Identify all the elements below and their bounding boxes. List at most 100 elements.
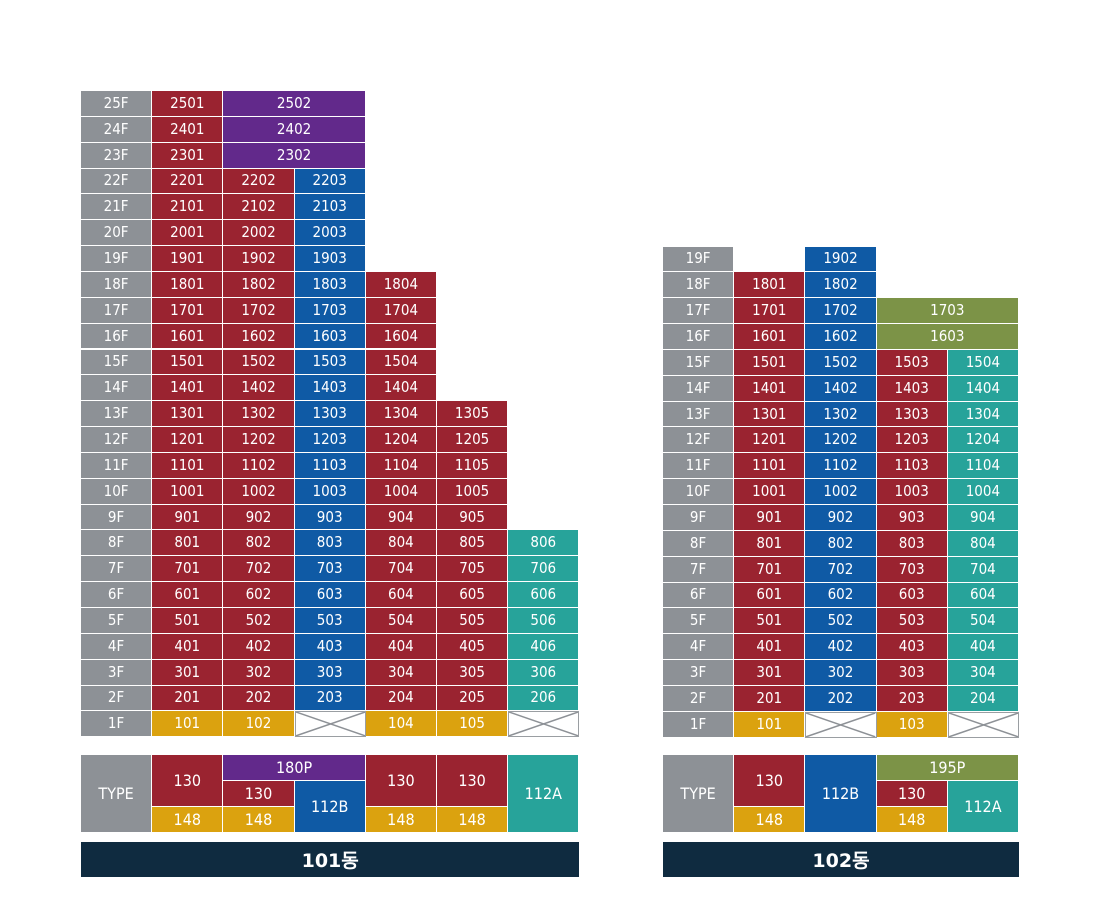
floor-label: 11F <box>81 452 153 479</box>
unit-cell: 904 <box>365 504 437 531</box>
unit-cell: 1304 <box>365 401 437 428</box>
unit-cell: 1204 <box>947 427 1019 454</box>
unit-cell: 704 <box>947 556 1019 583</box>
unit-cell: 402 <box>805 634 877 661</box>
unit-cell: 801 <box>152 530 224 557</box>
unit-cell: 1301 <box>734 401 806 428</box>
unit-cell: 803 <box>876 530 948 557</box>
floor-label: 17F <box>81 297 153 324</box>
unit-cell: 202 <box>223 685 295 712</box>
unit-cell: 1202 <box>223 427 295 453</box>
unit-cell: 801 <box>734 530 806 557</box>
unit-cell: 305 <box>437 659 509 686</box>
unit-cell: 1003 <box>294 478 366 505</box>
unit-cell: 403 <box>876 634 948 661</box>
no-unit-cross-icon <box>806 713 875 737</box>
unit-cell: 604 <box>947 582 1019 609</box>
unit-cell: 204 <box>947 685 1019 712</box>
unit-cell: 1602 <box>223 323 295 350</box>
floor-label: 3F <box>81 659 153 686</box>
unit-cell: 803 <box>294 530 366 557</box>
unit-cell: 2401 <box>152 116 224 143</box>
unit-cell: 1803 <box>294 271 366 298</box>
floor-label: 7F <box>663 556 735 583</box>
unit-cell: 503 <box>294 608 366 634</box>
unit-cell: 203 <box>294 685 366 712</box>
unit-cell: 2501 <box>152 91 224 117</box>
unit-cell: 1203 <box>294 427 366 453</box>
unit-cell: 2202 <box>223 168 295 195</box>
floor-label: 1F <box>663 711 735 738</box>
no-unit-cross-icon <box>949 713 1018 737</box>
unit-cell: 1002 <box>223 478 295 505</box>
unit-cell: 1103 <box>294 452 366 479</box>
floor-label: 5F <box>663 608 735 635</box>
floor-label: 20F <box>81 220 153 247</box>
unit-cell: 1301 <box>152 401 224 428</box>
unit-cell: 606 <box>508 582 580 608</box>
unit-cell: 1003 <box>876 479 948 505</box>
type-legend-148: 148 <box>437 807 509 833</box>
type-legend-112B: 112B <box>294 781 366 833</box>
unit-cell: 702 <box>223 556 295 583</box>
floor-label: 24F <box>81 116 153 143</box>
floor-label: 5F <box>81 608 153 634</box>
unit-cell: 2402 <box>223 116 366 143</box>
type-legend-130: 130 <box>734 755 806 807</box>
unit-cell: 601 <box>734 582 806 609</box>
unit-cell: 303 <box>294 659 366 686</box>
unit-cell: 501 <box>734 608 806 635</box>
unit-cell: 503 <box>876 608 948 635</box>
floor-label: 19F <box>663 246 735 273</box>
unit-cell: 601 <box>152 582 224 608</box>
unit-cell: 302 <box>805 660 877 686</box>
type-legend-180P: 180P <box>223 755 366 781</box>
unit-cell: 1002 <box>805 479 877 505</box>
unit-cell: 802 <box>223 530 295 557</box>
unit-cell: 1701 <box>152 297 224 324</box>
unit-cell: 201 <box>734 685 806 712</box>
type-legend-148: 148 <box>876 807 948 833</box>
unit-cell: 403 <box>294 633 366 660</box>
floor-label: 18F <box>663 272 735 299</box>
unit-cell: 2201 <box>152 168 224 195</box>
unit-cell: 1303 <box>876 401 948 428</box>
floor-label: 6F <box>81 582 153 608</box>
unit-cell: 804 <box>947 530 1019 557</box>
unit-cell: 602 <box>223 582 295 608</box>
unit-cell: 1903 <box>294 246 366 272</box>
unit-cell: 1302 <box>805 401 877 428</box>
unit-cell: 901 <box>152 504 224 531</box>
unit-cell: 1601 <box>734 324 806 350</box>
unit-cell: 1304 <box>947 401 1019 428</box>
unit-cell: 2002 <box>223 220 295 247</box>
unit-cell: 701 <box>734 556 806 583</box>
unit-cell: 605 <box>437 582 509 608</box>
floor-label: 14F <box>663 375 735 402</box>
unit-cell: 105 <box>437 711 509 738</box>
floor-label: 25F <box>81 91 153 117</box>
type-legend-112B: 112B <box>805 755 877 833</box>
unit-cell: 203 <box>876 685 948 712</box>
unit-cell: 504 <box>947 608 1019 635</box>
type-legend-130: 130 <box>876 781 948 807</box>
unit-cell: 104 <box>365 711 437 738</box>
type-legend-title: TYPE <box>81 755 153 833</box>
unit-cell: 402 <box>223 633 295 660</box>
unit-cell: 1104 <box>365 452 437 479</box>
floor-label: 10F <box>81 478 153 505</box>
unit-cell: 1005 <box>437 478 509 505</box>
building-name-bar: 101동 <box>81 842 580 877</box>
unit-cell: 404 <box>947 634 1019 661</box>
unit-cell: 706 <box>508 556 580 583</box>
unit-cell: 103 <box>876 711 948 738</box>
unit-cell: 506 <box>508 608 580 634</box>
unit-cell: 501 <box>152 608 224 634</box>
floor-label: 12F <box>81 427 153 453</box>
unit-cell: 1902 <box>223 246 295 272</box>
unit-cell: 704 <box>365 556 437 583</box>
unit-cell: 102 <box>223 711 295 738</box>
type-legend-112A: 112A <box>508 755 580 833</box>
unit-cell: 1403 <box>876 375 948 402</box>
unit-cell: 1601 <box>152 323 224 350</box>
